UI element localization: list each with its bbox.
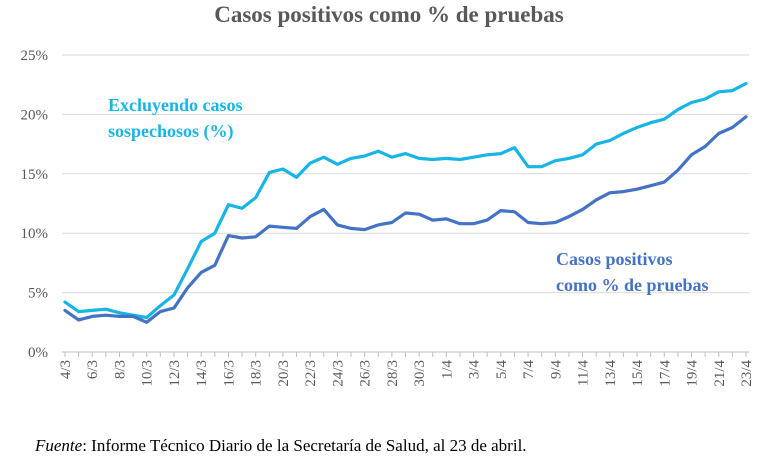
x-tick-label: 26/3 [358,360,374,387]
x-tick-label: 17/4 [657,360,673,387]
x-tick-label: 10/3 [140,360,156,387]
x-tick-label: 21/4 [712,360,728,387]
x-tick-label: 19/4 [685,360,701,387]
x-tick-label: 23/4 [739,360,755,387]
x-tick-label: 22/3 [303,360,319,387]
series-line-excluding-suspected [63,81,748,320]
series-lines [63,81,748,324]
x-tick-label: 8/3 [112,360,128,379]
x-tick-label: 13/4 [603,360,619,387]
x-tick-label: 1/4 [439,360,455,380]
x-tick-label: 6/3 [85,360,101,379]
y-tick-label: 10% [21,226,49,242]
source-note: Fuente: Informe Técnico Diario de la Sec… [35,436,527,456]
x-tick-label: 18/3 [249,360,265,387]
annotation-excluding-suspected-line1: Excluyendo casos [108,95,243,115]
x-tick-label: 4/3 [58,360,74,379]
x-tick-label: 12/3 [167,360,183,387]
x-tick-label: 24/3 [330,360,346,387]
x-tick-label: 15/4 [630,360,646,387]
x-tick-label: 28/3 [385,360,401,387]
annotation-positive-cases-line2: como % de pruebas [556,275,709,295]
y-tick-label: 20% [21,107,49,123]
series-line-positive-cases [63,115,748,324]
y-tick-label: 15% [21,167,49,183]
y-tick-label: 25% [21,48,49,64]
x-tick-label: 16/3 [221,360,237,387]
annotation-excluding-suspected-line2: sospechosos (%) [108,121,234,142]
gridlines [62,54,749,294]
line-chart: Casos positivos como % de pruebas 0% 5% 10… [21,2,756,387]
x-tick-label: 20/3 [276,360,292,387]
x-tick-label: 11/4 [576,360,592,387]
source-text: : Informe Técnico Diario de la Secretarí… [82,436,527,455]
y-tick-label: 0% [28,345,48,361]
y-tick-label: 5% [28,286,48,302]
x-tick-label: 3/4 [467,360,483,380]
x-tick-label: 7/4 [521,360,537,380]
annotation-positive-cases-line1: Casos positivos [556,249,673,269]
y-axis-tick-labels: 0% 5% 10% 15% 20% 25% [21,48,49,361]
chart-title: Casos positivos como % de pruebas [214,2,564,27]
x-tick-label: 9/4 [548,360,564,380]
x-axis: 4/3 6/3 8/3 10/3 12/3 14/3 16/3 18/3 20/3 22/3 24/… [58,351,755,387]
x-tick-label: 30/3 [412,360,428,387]
source-label: Fuente [35,436,83,455]
x-tick-label: 14/3 [194,360,210,387]
x-tick-label: 5/4 [494,360,510,380]
